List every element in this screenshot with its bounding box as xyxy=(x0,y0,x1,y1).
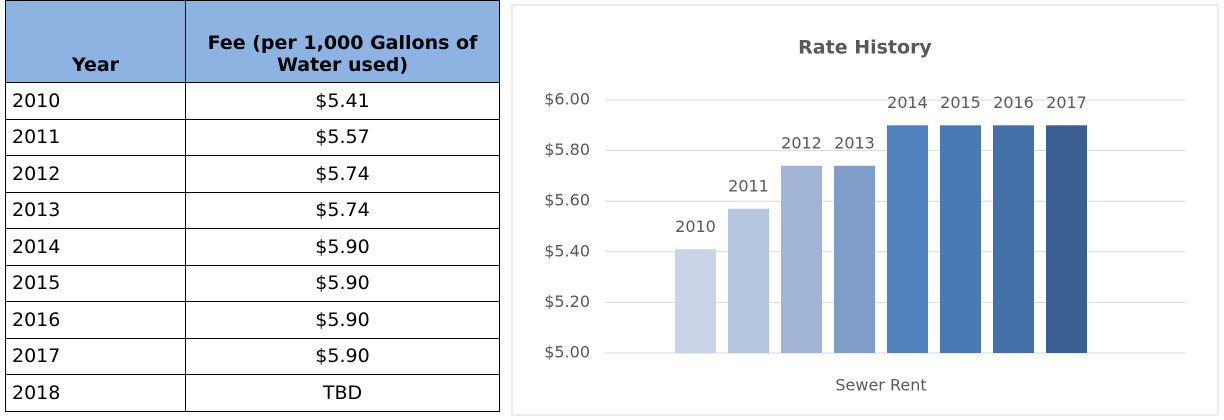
table-cell: $5.74 xyxy=(185,155,500,193)
data-label: 2017 xyxy=(1046,93,1087,112)
table-cell: $5.74 xyxy=(185,191,500,229)
data-label: 2016 xyxy=(993,93,1034,112)
header-cell: Fee (per 1,000 Gallons of Water used) xyxy=(185,0,500,83)
data-label: 2015 xyxy=(940,93,981,112)
bar xyxy=(728,208,769,353)
table-body: 2010 $5.41 2011 $5.57 2012 $5.74 2013 $5.74 2014… xyxy=(5,82,500,412)
header-row: Year Fee (per 1,000 Gallons of Water used… xyxy=(5,0,500,83)
fee-table: Year Fee (per 1,000 Gallons of Water used… xyxy=(5,0,500,412)
table-cell: 2010 xyxy=(5,82,186,120)
y-tick-label: $5.80 xyxy=(544,140,590,159)
table-cell: $5.90 xyxy=(185,264,500,302)
data-label: 2011 xyxy=(728,176,769,195)
table-cell: 2014 xyxy=(5,228,186,266)
data-label: 2014 xyxy=(887,93,928,112)
x-tick-label: Sewer Rent xyxy=(835,376,926,395)
chart-frame xyxy=(511,4,1219,416)
chart-title: Rate History xyxy=(798,37,932,59)
table-cell: $5.57 xyxy=(185,118,500,156)
y-tick-label: $5.60 xyxy=(544,191,590,210)
table-cell: 2016 xyxy=(5,301,186,339)
table-cell: 2018 xyxy=(5,374,186,412)
table-row: 2013 $5.74 xyxy=(5,191,500,229)
bar xyxy=(834,165,875,353)
table-cell: $5.90 xyxy=(185,337,500,375)
data-label: 2010 xyxy=(675,217,716,236)
table-cell: $5.90 xyxy=(185,301,500,339)
y-tick-label: $6.00 xyxy=(544,90,590,109)
y-tick-label: $5.20 xyxy=(544,292,590,311)
bar xyxy=(993,125,1034,353)
bar xyxy=(675,249,716,353)
bar xyxy=(781,165,822,353)
table-row: 2014 $5.90 xyxy=(5,228,500,266)
table-cell: 2017 xyxy=(5,337,186,375)
table-row: 2012 $5.74 xyxy=(5,155,500,193)
bar xyxy=(940,125,981,353)
bar xyxy=(1046,125,1087,353)
header-cell: Year xyxy=(5,0,186,83)
table-cell: 2011 xyxy=(5,118,186,156)
table-row: 2017 $5.90 xyxy=(5,337,500,375)
table-cell: $5.41 xyxy=(185,82,500,120)
y-tick-label: $5.40 xyxy=(544,241,590,260)
table-cell: $5.90 xyxy=(185,228,500,266)
table-row: 2015 $5.90 xyxy=(5,264,500,302)
table-cell: 2015 xyxy=(5,264,186,302)
table-cell: 2013 xyxy=(5,191,186,229)
table-row: 2018 TBD xyxy=(5,374,500,412)
data-label: 2012 xyxy=(781,133,822,152)
table-cell: TBD xyxy=(185,374,500,412)
bar xyxy=(887,125,928,353)
table-row: 2010 $5.41 xyxy=(5,82,500,120)
data-label: 2013 xyxy=(834,133,875,152)
table-cell: 2012 xyxy=(5,155,186,193)
y-tick-label: $5.00 xyxy=(544,343,590,362)
table-row: 2011 $5.57 xyxy=(5,118,500,156)
table-row: 2016 $5.90 xyxy=(5,301,500,339)
